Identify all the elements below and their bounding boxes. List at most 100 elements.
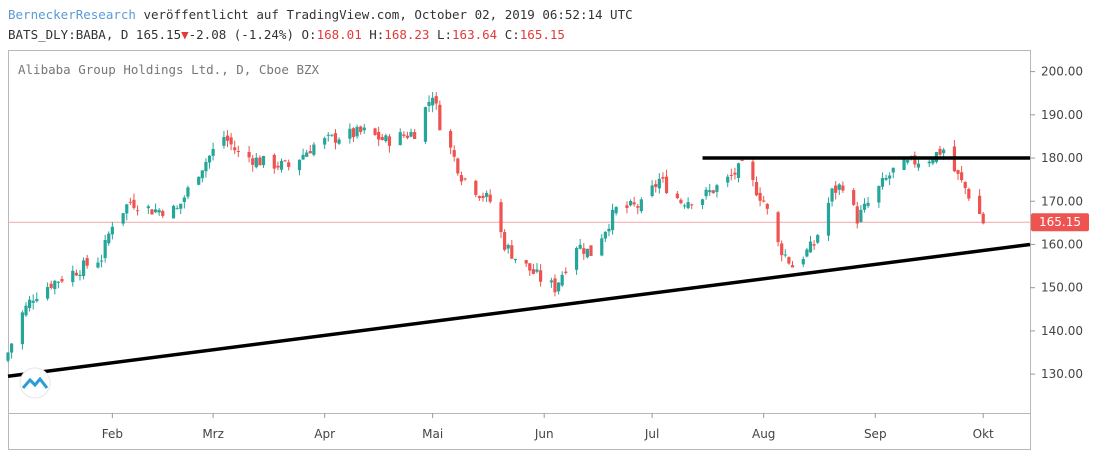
candle xyxy=(107,231,111,246)
candle xyxy=(765,203,769,215)
candle xyxy=(481,192,485,202)
candle xyxy=(535,263,539,274)
candle xyxy=(434,92,438,110)
candle xyxy=(553,274,557,297)
candle xyxy=(125,203,129,221)
candle xyxy=(751,157,755,187)
candle xyxy=(625,201,629,214)
y-tick-label: 160.00 xyxy=(1041,237,1083,251)
candle xyxy=(272,153,276,174)
x-tick-label: Aug xyxy=(752,427,775,441)
candle xyxy=(121,213,125,227)
candle xyxy=(675,190,679,200)
candle xyxy=(830,187,834,207)
candle xyxy=(600,234,604,257)
candle xyxy=(524,259,528,268)
open-label: O: xyxy=(293,27,317,42)
candle xyxy=(560,271,564,288)
candle xyxy=(337,137,341,145)
low-value: 163.64 xyxy=(452,27,498,42)
candle xyxy=(74,269,78,277)
candle xyxy=(682,203,687,209)
candle xyxy=(279,158,284,173)
candle xyxy=(9,343,14,359)
close-value: 165.15 xyxy=(519,27,565,42)
header-line-2: BATS_DLY:BABA, D 165.15▼-2.08 (-1.24%) O… xyxy=(8,27,565,42)
candle xyxy=(413,128,417,140)
candle xyxy=(585,248,589,259)
candle xyxy=(297,159,302,176)
candle xyxy=(182,195,186,209)
candle xyxy=(49,280,53,290)
candle xyxy=(488,189,492,204)
candle xyxy=(855,201,859,229)
open-value: 168.01 xyxy=(316,27,362,42)
candle xyxy=(780,240,784,262)
candle xyxy=(837,183,841,196)
candle xyxy=(153,203,158,214)
candle xyxy=(589,245,593,257)
y-tick-label: 180.00 xyxy=(1041,151,1083,165)
candle xyxy=(956,169,960,180)
x-tick-label: Jun xyxy=(534,427,554,441)
candle xyxy=(834,181,838,200)
candle xyxy=(81,257,86,280)
candle xyxy=(963,181,967,195)
tradingview-logo-icon xyxy=(19,367,51,399)
svg-text:165.15: 165.15 xyxy=(1039,215,1081,229)
x-tick-label: Mrz xyxy=(202,427,224,441)
candle xyxy=(639,197,643,214)
candle xyxy=(564,267,568,275)
high-label: H: xyxy=(361,27,385,42)
candle xyxy=(132,193,136,210)
candle xyxy=(485,190,489,203)
x-tick-label: Jul xyxy=(644,427,659,441)
candle xyxy=(351,127,356,142)
candle xyxy=(916,158,921,171)
candle xyxy=(884,174,888,181)
candle xyxy=(938,145,942,156)
candle xyxy=(783,249,787,258)
candle xyxy=(380,133,384,141)
candle xyxy=(503,229,507,252)
candle xyxy=(229,133,233,151)
candle xyxy=(762,195,766,203)
high-value: 168.23 xyxy=(384,27,430,42)
candle xyxy=(305,149,309,158)
candle xyxy=(708,183,712,196)
candle xyxy=(758,187,762,207)
candle xyxy=(225,130,230,148)
y-tick-label: 140.00 xyxy=(1041,324,1083,338)
author-link[interactable]: BerneckerResearch xyxy=(8,7,136,22)
candle xyxy=(816,233,820,244)
candle xyxy=(690,203,694,210)
candle xyxy=(99,254,104,268)
candle xyxy=(582,242,586,260)
candle xyxy=(852,188,856,206)
candle xyxy=(686,197,690,210)
candle xyxy=(438,100,442,131)
candle xyxy=(736,162,741,183)
candle xyxy=(384,133,388,143)
candle xyxy=(556,281,561,295)
support-trend-line[interactable] xyxy=(7,242,1031,379)
candle xyxy=(952,140,957,173)
candle xyxy=(704,186,708,200)
candle xyxy=(45,282,50,301)
candle xyxy=(287,159,291,171)
candle xyxy=(812,240,816,251)
down-arrow-icon: ▼ xyxy=(181,27,189,42)
candle xyxy=(754,176,759,197)
candle xyxy=(128,197,132,206)
candle xyxy=(574,246,579,275)
candle xyxy=(456,157,460,176)
candle xyxy=(355,124,359,139)
candle xyxy=(135,205,140,216)
candle xyxy=(733,167,737,180)
candle xyxy=(452,145,456,162)
candle xyxy=(110,222,114,240)
candle xyxy=(207,154,212,169)
candle xyxy=(711,189,715,194)
candle xyxy=(528,263,532,276)
